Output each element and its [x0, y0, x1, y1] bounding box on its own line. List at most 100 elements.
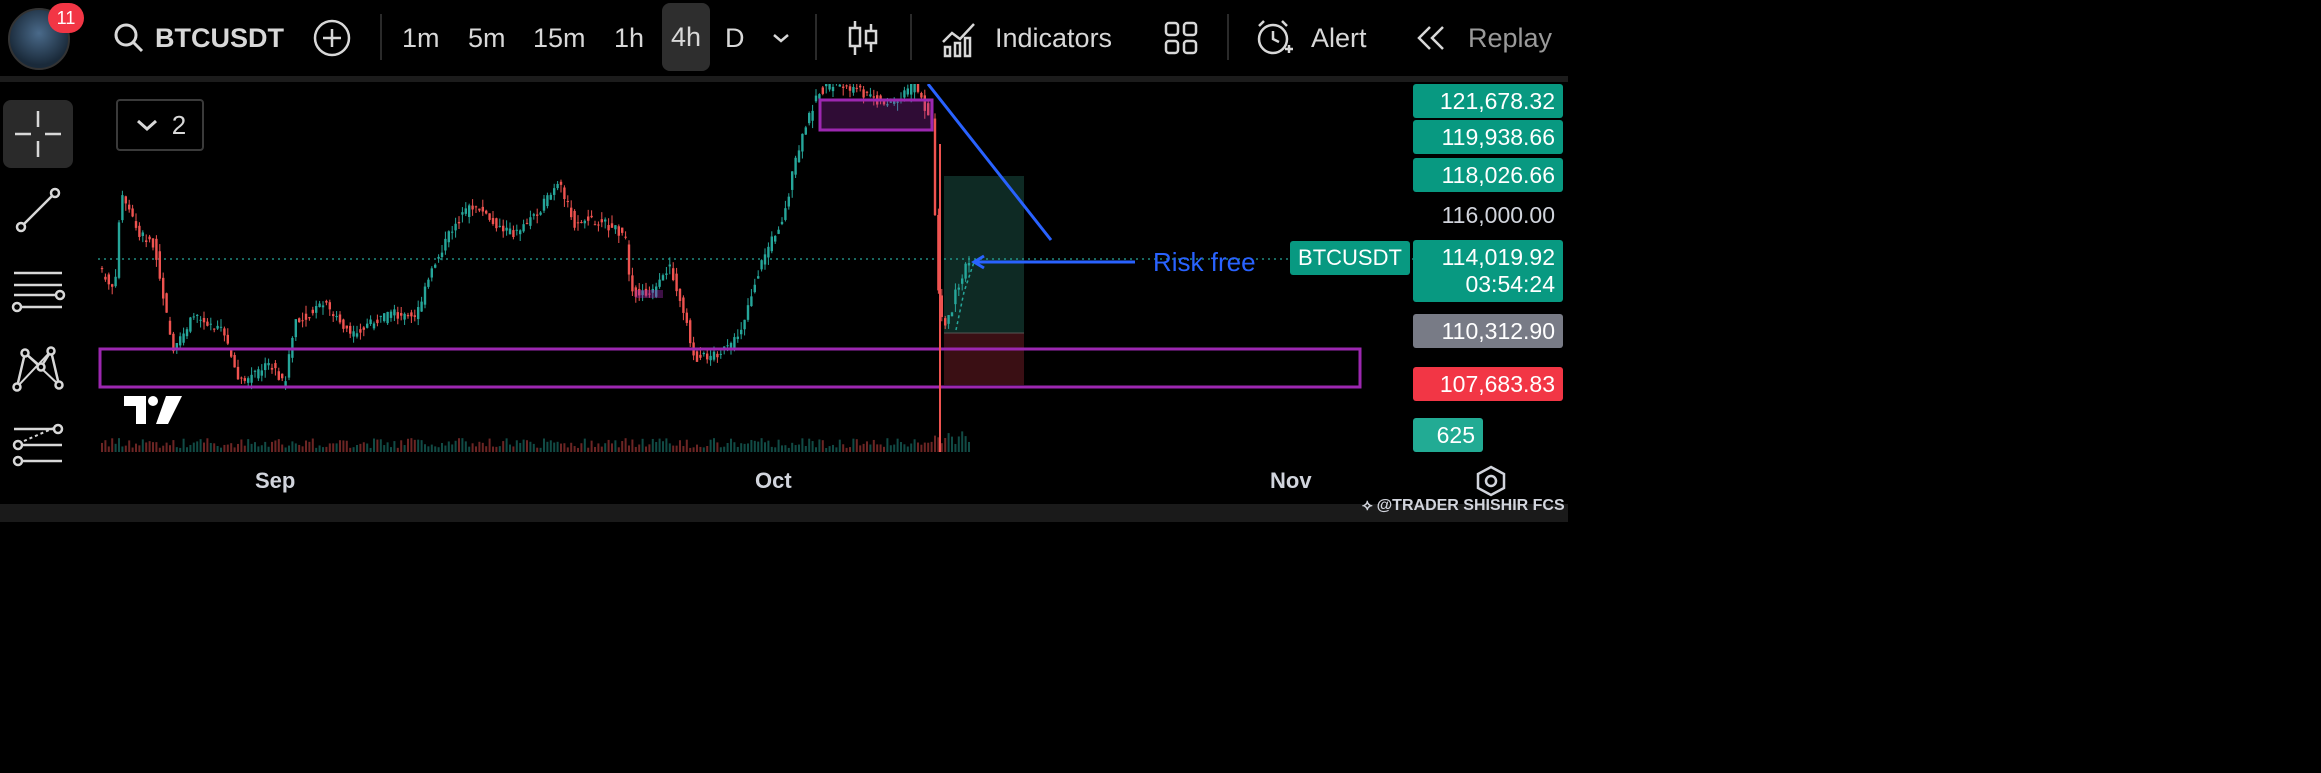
timeframe-dropdown[interactable]: [770, 0, 792, 76]
volume-bar: [356, 444, 358, 452]
price-chart[interactable]: Risk free: [98, 84, 1568, 504]
crosshair-tool[interactable]: [3, 100, 73, 168]
volume-bar: [131, 447, 134, 452]
indicators-button[interactable]: Indicators: [940, 0, 1112, 76]
candle-body: [634, 287, 637, 297]
candle-body: [396, 312, 399, 319]
candle-body: [481, 206, 484, 212]
candle-body: [383, 313, 386, 322]
mini-zone[interactable]: [635, 290, 663, 298]
candle-body: [440, 252, 444, 258]
add-symbol-button[interactable]: [312, 0, 352, 76]
replay-button[interactable]: Replay: [1414, 0, 1552, 76]
candle-body: [491, 218, 495, 224]
candle-body: [223, 328, 226, 336]
candle-body: [661, 275, 665, 281]
volume-bar: [413, 439, 416, 452]
candle-body: [597, 224, 600, 226]
candle-body: [655, 286, 658, 297]
volume-bar: [743, 443, 746, 452]
volume-bar: [628, 445, 630, 452]
position-profit-zone[interactable]: [944, 176, 1024, 333]
candle-body: [508, 228, 512, 235]
volume-bar: [427, 446, 430, 452]
volume-bar: [332, 443, 335, 452]
resistance-zone[interactable]: [818, 98, 934, 132]
candle-body: [240, 377, 243, 379]
indicator-legend-toggle[interactable]: 2: [116, 99, 204, 151]
grid-layout-icon: [1164, 21, 1198, 55]
tf-4h[interactable]: 4h: [662, 3, 710, 71]
candle-body: [682, 297, 685, 313]
tf-5m[interactable]: 5m: [468, 22, 506, 53]
diamond-icon: ⟡: [1362, 497, 1373, 514]
volume-bar: [216, 445, 219, 452]
trend-line-tool[interactable]: [3, 176, 73, 244]
volume-bar: [713, 438, 715, 452]
volume-bar: [723, 446, 726, 452]
volume-bar: [243, 445, 246, 452]
candle-body: [593, 224, 597, 226]
volume-bar: [213, 443, 216, 452]
chart-type-button[interactable]: [846, 0, 880, 76]
chevron-down-icon: [773, 34, 789, 43]
chart-pane[interactable]: Risk free: [98, 84, 1568, 504]
candle-body: [403, 313, 406, 320]
volume-bar: [308, 441, 311, 452]
volume-bar: [172, 440, 175, 452]
volume-bar: [767, 440, 770, 452]
volume-bar: [546, 441, 549, 452]
candle-body: [158, 251, 161, 279]
candle-body: [352, 331, 355, 337]
candle-body: [393, 309, 396, 316]
volume-bar: [478, 441, 481, 452]
tf-d[interactable]: D: [725, 22, 745, 53]
position-loss-zone[interactable]: [944, 333, 1024, 385]
volume-bar: [808, 438, 811, 452]
fib-tool[interactable]: [3, 256, 73, 324]
candle-body: [464, 208, 467, 214]
volume-bar: [209, 442, 212, 452]
volume-bar: [175, 447, 178, 452]
volume-bar: [206, 438, 209, 452]
risk-free-annotation[interactable]: Risk free: [1153, 247, 1256, 277]
symbol-search[interactable]: BTCUSDT: [112, 0, 284, 76]
forecast-tool[interactable]: [3, 410, 73, 478]
candle-body: [172, 333, 175, 352]
volume-bar: [913, 439, 916, 452]
pattern-tool[interactable]: [3, 334, 73, 402]
volume-bar: [260, 445, 263, 452]
tf-1m[interactable]: 1m: [402, 22, 440, 53]
volume-bar: [267, 446, 270, 452]
candle-body: [961, 278, 964, 284]
candle-body: [542, 198, 546, 211]
volume-bar: [815, 447, 817, 452]
volume-bar: [940, 443, 943, 452]
trend-line[interactable]: [926, 84, 1053, 241]
candle-body: [274, 363, 277, 369]
tf-15m[interactable]: 15m: [533, 22, 586, 53]
volume-bar: [111, 438, 114, 452]
candle-body: [811, 110, 814, 121]
volume-bar: [726, 443, 729, 452]
candle-body: [138, 225, 141, 237]
tf-1h[interactable]: 1h: [614, 22, 645, 53]
candle-body: [145, 240, 148, 243]
candle-body: [719, 353, 722, 355]
candle-body: [148, 236, 151, 240]
volume-bar: [250, 443, 253, 452]
volume-bar: [634, 446, 637, 452]
layout-button[interactable]: [1163, 0, 1199, 76]
volume-bar: [345, 440, 348, 452]
support-zone[interactable]: [98, 347, 1362, 389]
volume-bar: [753, 440, 756, 452]
candle-body: [614, 225, 617, 230]
alert-button[interactable]: Alert: [1255, 0, 1367, 76]
volume-bar: [488, 438, 491, 452]
volume-bar: [124, 445, 127, 452]
chart-settings-button[interactable]: [1474, 464, 1508, 498]
volume-bar: [118, 438, 120, 452]
candle-body: [842, 86, 845, 88]
volume-bar: [254, 442, 256, 452]
volume-bar: [961, 431, 964, 452]
